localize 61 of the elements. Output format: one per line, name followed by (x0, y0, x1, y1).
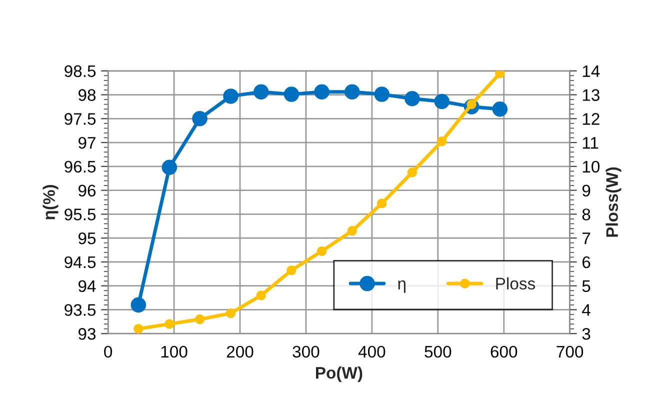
point (407, 168, 418, 178)
point (162, 160, 178, 176)
y-tick-label: 97.5 (64, 113, 96, 125)
y2-tick-label: 3 (582, 328, 590, 340)
point (192, 111, 208, 126)
x-axis-title: Po(W) (316, 366, 362, 382)
y-tick-label: 93 (78, 328, 96, 340)
point (404, 90, 420, 106)
point (374, 86, 390, 102)
legend-label: Ploss (496, 277, 536, 290)
y-tick-label: 98 (78, 89, 96, 101)
point (495, 70, 505, 78)
y-tick-label: 98.5 (64, 65, 96, 78)
point (256, 290, 266, 300)
y2-tick-label: 5 (582, 280, 590, 292)
point (134, 324, 144, 334)
y2-tick-label: 10 (582, 160, 600, 173)
y2-tick-label: 9 (582, 184, 590, 197)
y-tick-label: 97 (78, 136, 96, 149)
y2-tick-label: 7 (582, 232, 590, 244)
point (226, 308, 236, 318)
point (347, 226, 358, 236)
x-tick-label: 400 (358, 346, 386, 358)
point (316, 246, 327, 256)
legend-label: η (398, 280, 406, 293)
y2-tick-label: 12 (582, 113, 600, 125)
x-tick-label: 500 (424, 346, 452, 358)
x-tick-label: 600 (490, 346, 518, 358)
y2-axis-title: Ploss(W) (606, 167, 622, 237)
y-tick-label: 94 (78, 280, 96, 292)
y2-tick-label: 6 (582, 256, 590, 268)
point (223, 88, 238, 104)
point (286, 265, 296, 276)
y2-tick-label: 14 (582, 65, 600, 77)
y-tick-label: 96 (78, 184, 96, 197)
point (344, 84, 360, 100)
point (284, 86, 300, 102)
point (314, 84, 330, 100)
x-tick-label: 0 (104, 346, 112, 358)
point (253, 84, 269, 100)
x-tick-label: 100 (161, 346, 188, 358)
y-tick-label: 95.5 (64, 208, 96, 220)
y-tick-label: 93.5 (64, 304, 96, 316)
point (130, 297, 146, 313)
y2-tick-label: 4 (582, 304, 590, 316)
y2-tick-label: 13 (582, 89, 600, 101)
point (434, 94, 450, 110)
y-tick-label: 95 (78, 232, 96, 244)
y-tick-label: 94.5 (64, 256, 96, 268)
y2-tick-label: 8 (582, 208, 590, 220)
point (437, 136, 447, 146)
x-tick-label: 200 (226, 346, 254, 358)
y2-tick-label: 11 (582, 137, 598, 149)
x-tick-label: 300 (292, 346, 320, 358)
point (376, 198, 387, 208)
y-axis-title: η(%) (42, 185, 58, 220)
point (164, 319, 174, 329)
y-tick-label: 96.5 (64, 160, 96, 173)
point (492, 101, 508, 117)
x-tick-label: 700 (556, 346, 584, 358)
point (194, 314, 205, 324)
